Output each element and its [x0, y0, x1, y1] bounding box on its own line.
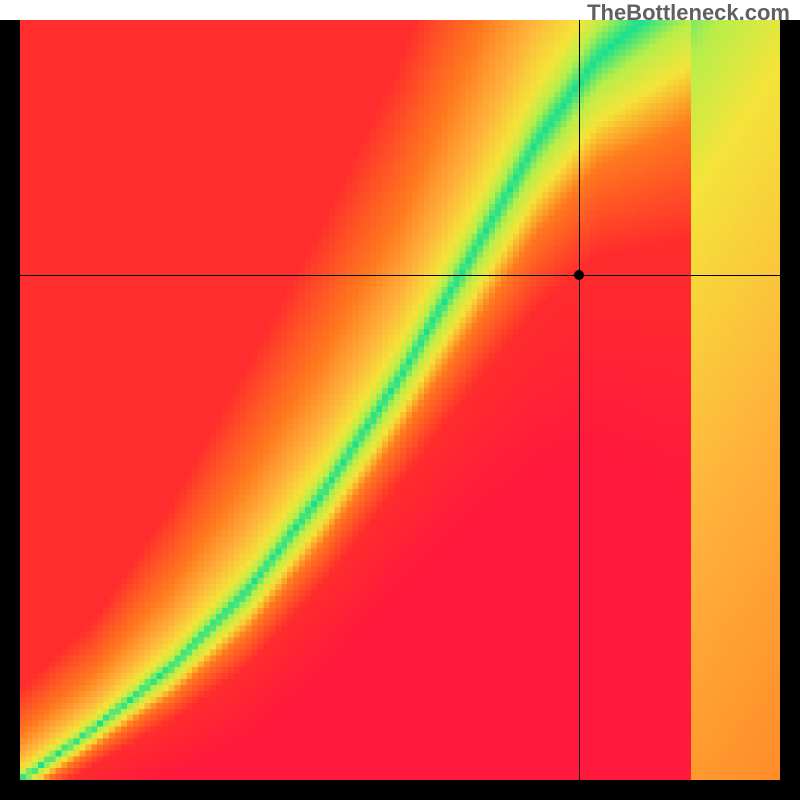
crosshair-vertical: [579, 20, 580, 780]
marker-point: [574, 270, 584, 280]
chart-plot-area: [20, 20, 780, 780]
chart-container: TheBottleneck.com: [0, 0, 800, 800]
chart-frame: [0, 20, 800, 800]
crosshair-horizontal: [20, 275, 780, 276]
heatmap-canvas: [20, 20, 780, 780]
